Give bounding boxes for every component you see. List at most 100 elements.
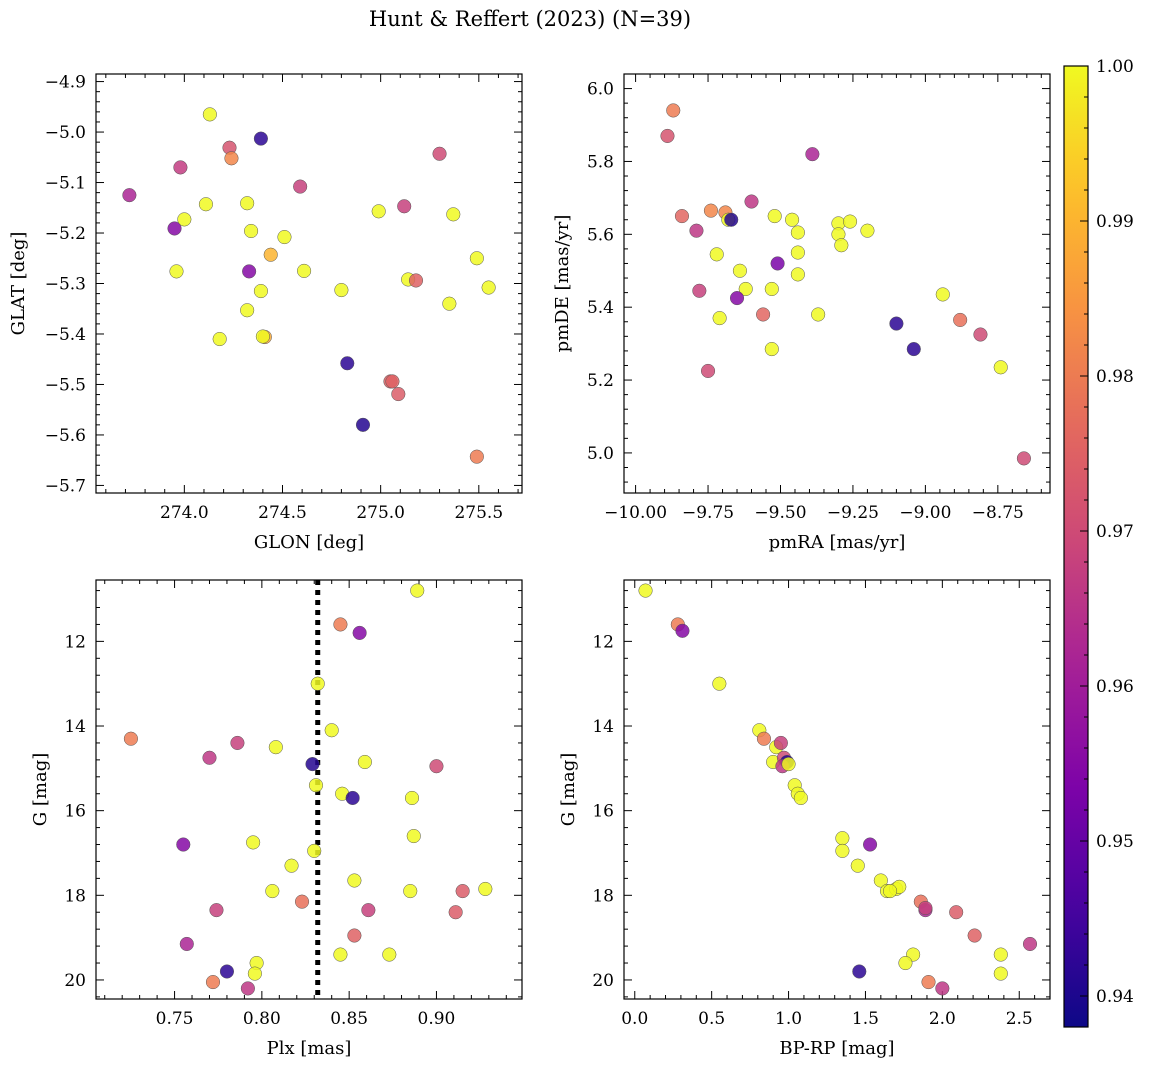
pm-point [666, 103, 681, 118]
radec-point [446, 207, 461, 222]
pm-point [689, 223, 704, 238]
cmd-point [993, 966, 1008, 981]
pm-point [790, 267, 805, 282]
radec-ytick-label: −5.1 [45, 174, 86, 194]
plx-point [455, 884, 470, 899]
pm-ytick-label: 5.8 [587, 152, 614, 172]
panel-plx: 0.75 0.80 0.85 0.90 12 14 16 18 20 Plx [mas] G [ma… [30, 579, 523, 1059]
cmd-point [949, 905, 964, 920]
pm-point [973, 327, 988, 342]
pm-point [732, 263, 747, 278]
radec-point [244, 223, 259, 239]
radec-ytick-label: −5.6 [45, 426, 86, 446]
plx-point [406, 829, 421, 844]
cmd-ytick-label: 16 [592, 802, 614, 822]
cmd-point [863, 837, 878, 852]
pm-point [834, 238, 849, 253]
cmd-xlabel: BP-RP [mag] [779, 1038, 894, 1059]
radec-point [277, 230, 292, 245]
radec-ytick-label: −5.4 [45, 325, 86, 345]
pm-point [790, 245, 805, 260]
pm-axes-frame [623, 73, 1051, 494]
pm-point [790, 225, 805, 240]
colorbar-tick-label: 0.99 [1096, 212, 1134, 232]
pm-ylabel: pmDE [mas/yr] [552, 215, 573, 353]
pm-ytick-label: 6.0 [587, 80, 614, 100]
plx-xtick-label: 0.90 [418, 1009, 456, 1029]
pm-xtick-label: −9.25 [827, 503, 879, 523]
radec-point [297, 263, 312, 278]
radec-point [334, 283, 349, 298]
radec-point [469, 449, 484, 464]
radec-point [202, 107, 217, 122]
panel-pm: −10.00 −9.75 −9.50 −9.25 −9.00 −8.75 5.0 5.2 5.4… [552, 73, 1051, 553]
plx-xtick-label: 0.85 [330, 1009, 368, 1029]
pm-xtick-label: −9.00 [899, 503, 951, 523]
radec-point [212, 331, 227, 347]
pm-point [660, 128, 675, 143]
radec-point [224, 151, 239, 166]
plx-point [333, 617, 348, 632]
radec-point [371, 204, 386, 219]
cmd-xtick-label: 2.0 [929, 1009, 956, 1029]
radec-point [469, 251, 484, 266]
radec-point [481, 280, 496, 295]
cmd-point [835, 843, 850, 858]
radec-point [442, 296, 457, 311]
plx-xtick-label: 0.75 [156, 1009, 194, 1029]
cmd-xtick-label: 0.0 [621, 1009, 648, 1029]
radec-point [391, 387, 406, 402]
pm-xtick-label: −8.75 [972, 503, 1024, 523]
cmd-point [793, 790, 808, 806]
plx-point [361, 903, 376, 918]
cmd-axes-frame [623, 579, 1051, 1000]
cmd-ytick-label: 12 [592, 632, 614, 652]
pm-point [935, 287, 950, 302]
pm-point [889, 316, 904, 331]
radec-point [240, 303, 255, 318]
cmd-point [756, 731, 771, 746]
plx-point [357, 754, 372, 770]
pm-xlabel: pmRA [mas/yr] [769, 532, 906, 553]
pm-point [906, 342, 921, 357]
pm-point [700, 363, 716, 378]
cmd-point [918, 900, 933, 916]
radec-point [293, 179, 308, 194]
cmd-point [835, 831, 850, 846]
pm-ytick-label: 5.4 [587, 298, 614, 318]
pm-ytick-label: 5.0 [587, 444, 614, 464]
pm-point [993, 360, 1008, 375]
pm-point [785, 212, 800, 227]
cmd-point [781, 757, 796, 772]
plx-point [410, 583, 425, 598]
panel-cmd: 0.0 0.5 1.0 1.5 2.0 2.5 12 14 16 18 20 BP-RP [mag] G… [558, 579, 1051, 1059]
plx-ylabel: G [mag] [30, 753, 51, 826]
pm-point [811, 307, 826, 322]
cmd-xtick-label: 0.5 [698, 1009, 725, 1029]
colorbar-gradient [1064, 66, 1088, 1027]
pm-point [842, 214, 858, 229]
plx-point [429, 759, 444, 774]
cmd-point [921, 975, 936, 990]
plx-point [284, 858, 299, 873]
colorbar-frame [1063, 65, 1089, 1028]
cmd-point [852, 964, 867, 979]
plx-point [179, 936, 194, 952]
plx-point [345, 790, 360, 806]
radec-xtick-label: 274.0 [160, 503, 209, 523]
cmd-point [850, 858, 865, 873]
plx-point [347, 928, 362, 943]
pm-point [744, 194, 759, 209]
plx-point [347, 873, 362, 888]
pm-point [738, 281, 753, 297]
pm-point [674, 209, 690, 224]
cmd-point [1022, 936, 1038, 952]
cmd-point [967, 928, 982, 943]
cmd-point [873, 873, 888, 888]
radec-point [167, 221, 182, 236]
plx-point [404, 790, 420, 806]
pm-point [692, 283, 707, 298]
radec-point [255, 329, 270, 344]
colorbar-tick-label: 0.98 [1096, 367, 1134, 387]
radec-point [169, 264, 184, 279]
